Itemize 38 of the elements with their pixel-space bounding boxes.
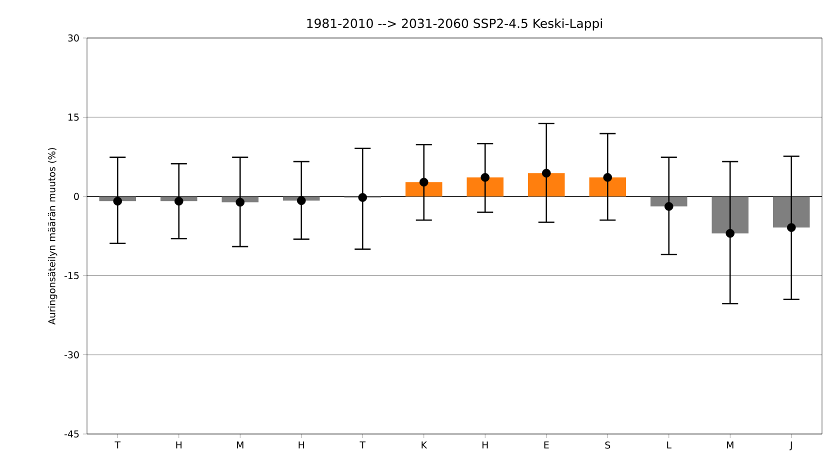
bar [466, 177, 504, 196]
y-tick-label: 30 [68, 34, 79, 42]
bar [528, 173, 565, 196]
y-axis-title: Auringonsäteilyn määrän muutos (%) [48, 148, 58, 325]
x-tick-label: E [544, 442, 549, 448]
point [664, 202, 674, 211]
chart-title: 1981-2010 --> 2031-2060 SSP2-4.5 Keski-Lappi [307, 18, 602, 31]
y-tick-label: 15 [68, 114, 79, 121]
x-tick-label: M [726, 442, 734, 448]
point [174, 196, 184, 206]
y-tick-label: -45 [64, 430, 79, 438]
x-tick-label: T [360, 442, 366, 448]
bar [773, 196, 810, 228]
point [419, 178, 428, 187]
bar [589, 177, 626, 196]
point [236, 198, 245, 207]
x-tick-label: T [114, 442, 121, 448]
bar [712, 196, 749, 234]
point [542, 168, 551, 178]
x-tick-label: K [422, 442, 428, 448]
x-tick-label: L [667, 442, 672, 448]
point [358, 193, 368, 202]
point [603, 172, 612, 182]
x-tick-label: S [605, 442, 610, 449]
point [480, 172, 490, 182]
point [726, 228, 735, 238]
y-tick-label: -30 [64, 351, 79, 358]
bar [406, 182, 442, 196]
x-tick-label: H [482, 442, 488, 448]
point [786, 223, 796, 232]
x-tick-label: M [236, 442, 244, 448]
x-tick-label: H [298, 442, 304, 448]
point [113, 196, 122, 206]
x-tick-label: J [790, 442, 792, 450]
y-tick-label: 0 [74, 192, 79, 200]
point [296, 196, 306, 206]
y-tick-label: -15 [64, 272, 79, 280]
x-tick-label: H [176, 442, 182, 448]
